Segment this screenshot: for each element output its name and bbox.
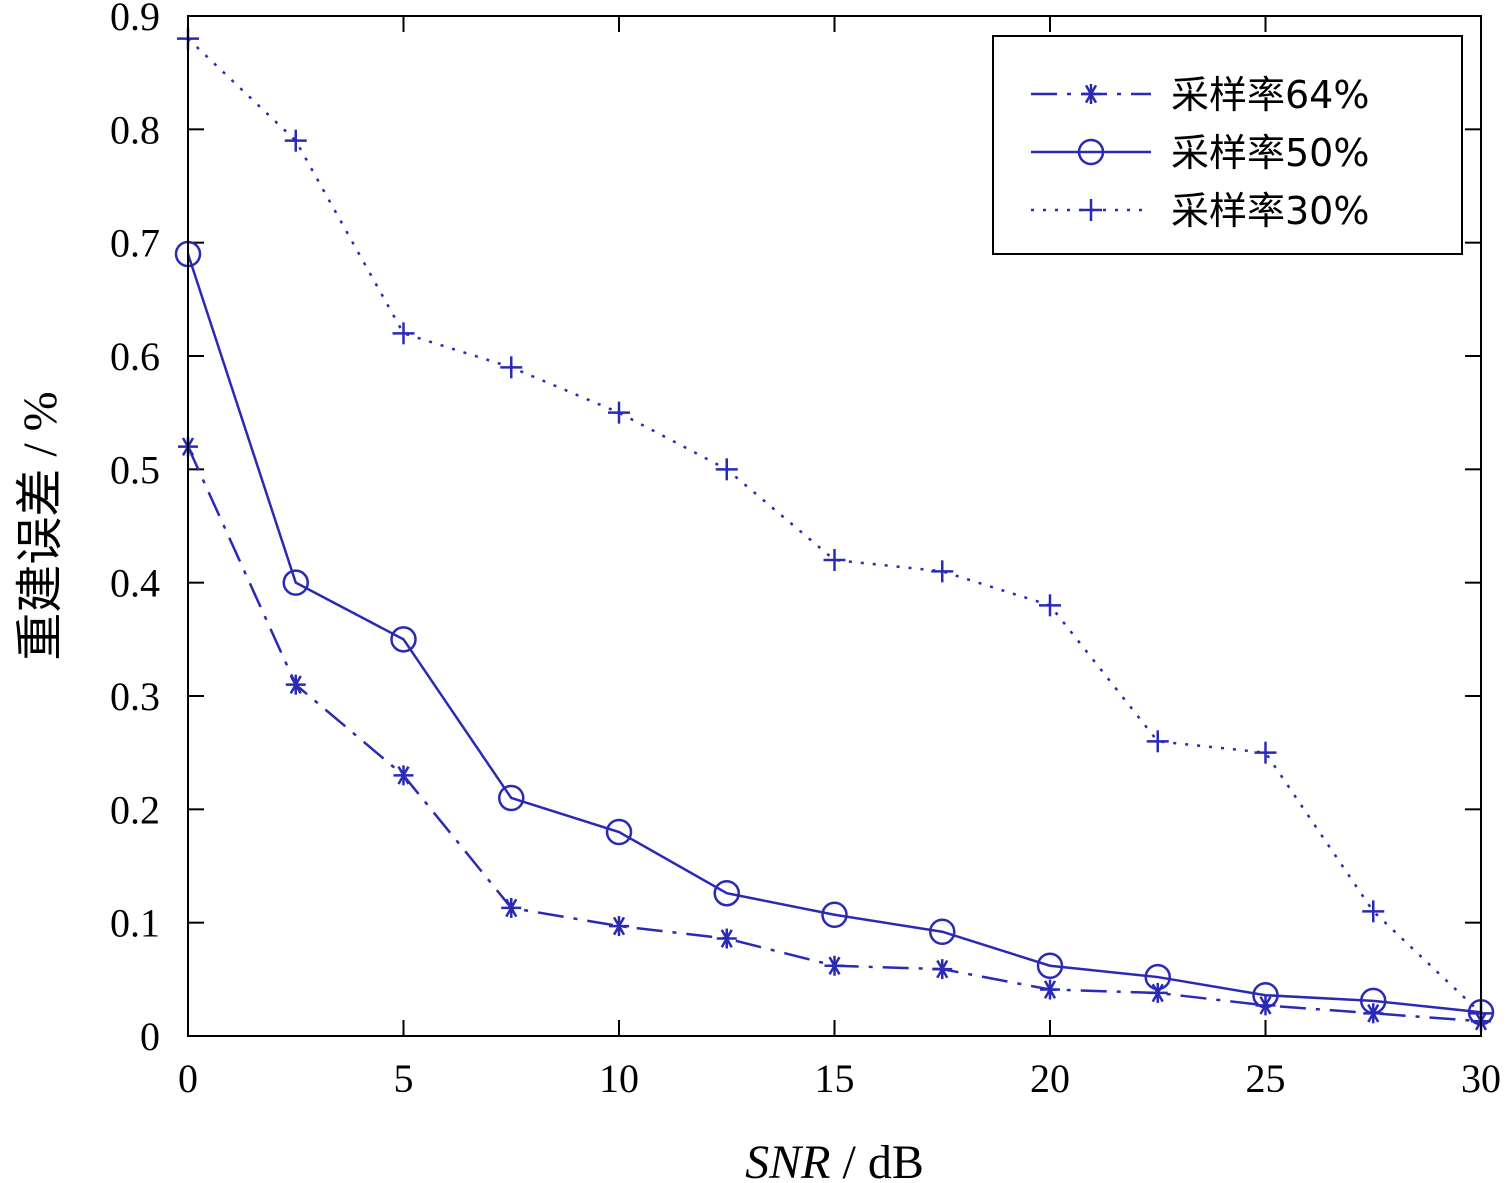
x-tick-label: 10 [599,1056,639,1101]
series-0-point [1147,982,1168,1003]
y-tick-label: 0 [140,1014,160,1059]
x-tick-label: 20 [1030,1056,1070,1101]
series-1-point [1036,952,1064,979]
x-tick-label: 30 [1461,1056,1501,1101]
series-2-point [1254,741,1277,764]
series-1-point [390,626,417,653]
series-0-point [932,959,953,980]
series-2-point [500,356,523,379]
x-axis-label-variable: SNR [745,1136,830,1183]
series-0-point [393,765,414,786]
series-1-point [1252,981,1279,1009]
series-0-point [1040,979,1060,1000]
x-tick-label: 15 [815,1056,855,1101]
legend-marker-1 [1077,138,1105,166]
series-1-point [282,569,309,596]
series-line-0 [186,446,1482,1023]
legend-label-2: 采样率30% [1171,189,1369,233]
x-axis-label: SNR / dB [745,1136,924,1183]
x-axis-label-unit: / dB [830,1136,923,1183]
series-0-point [716,928,737,949]
legend-label-1: 采样率50% [1171,131,1369,175]
plot-frame [187,15,1482,1037]
series-0-point [285,674,306,695]
y-tick-label: 0.8 [110,107,160,152]
y-tick-label: 0.5 [110,447,160,492]
x-tick-label: 5 [394,1056,414,1101]
series-1-point [1360,987,1387,1015]
series-1-point [498,784,525,812]
series-0-point [501,897,522,918]
legend-marker-0 [1081,84,1101,104]
y-tick-label: 0.9 [110,0,160,39]
series-2-point [823,549,846,571]
legend-box [992,35,1463,255]
y-tick-label: 0.6 [110,334,160,379]
y-tick-label: 0.1 [110,901,160,946]
series-1-point [1144,963,1171,991]
series-1-point [929,918,956,945]
series-2-point [1039,594,1061,617]
series-2-point [392,322,415,345]
y-tick-label: 0.4 [110,561,160,606]
series-0-point [609,916,629,937]
series-0-point [824,955,845,976]
x-tick-label: 25 [1246,1056,1286,1101]
series-1-point [605,818,633,846]
x-tick-label: 0 [178,1056,198,1101]
legend: 采样率64% 采样率50% 采样率30% [992,35,1463,255]
series-2-point [1362,900,1385,923]
series-1-point [713,879,740,907]
y-tick-label: 0.3 [110,674,160,719]
y-tick-label: 0.2 [110,787,160,832]
series-2-point [715,458,738,481]
series-line-1 [186,253,1482,1014]
series-2-point [931,560,954,583]
series-2-point [284,129,307,152]
series-1-point [821,901,848,928]
series-2-point [608,401,630,424]
legend-label-0: 采样率64% [1171,73,1369,117]
y-axis-label: 重建误差 / % [14,391,67,660]
series-2-point [1146,730,1169,753]
y-tick-label: 0.7 [110,221,160,266]
axis-ticks: 0 5 10 15 20 25 30 0 0.1 0.2 0.3 0.4 0.5 0.6 0.7 0.8 0.9 [110,0,1501,1101]
legend-marker-2 [1080,199,1102,221]
